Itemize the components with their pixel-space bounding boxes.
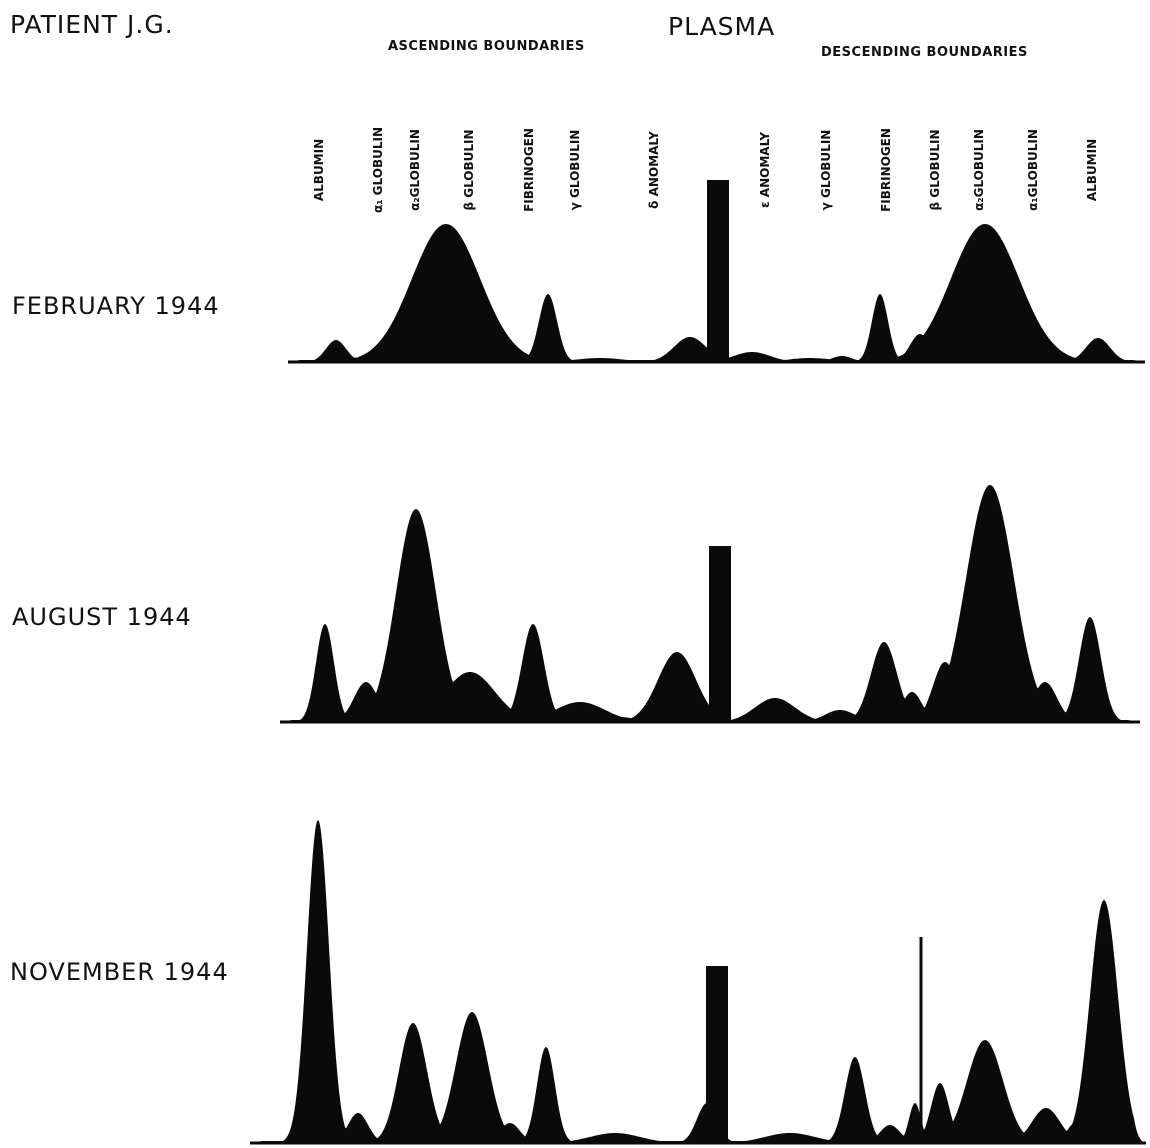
- spike-mark: [919, 937, 923, 1143]
- starting-mark-bar: [707, 180, 729, 362]
- chart-title: PLASMA: [668, 12, 776, 41]
- series-label-november-1944: NOVEMBER 1944: [10, 958, 229, 986]
- patient-label: PATIENT J.G.: [10, 10, 174, 39]
- starting-mark-bar: [709, 546, 731, 722]
- pattern-1: [288, 180, 1145, 364]
- series-label-august-1944: AUGUST 1944: [12, 603, 192, 631]
- trace-area-2: [280, 485, 1140, 722]
- descending-boundaries-label: DESCENDING BOUNDARIES: [821, 45, 1028, 60]
- pattern-3: [250, 820, 1146, 1145]
- pattern-2: [280, 485, 1140, 724]
- trace-area-1: [288, 224, 1145, 362]
- starting-mark-bar: [706, 966, 728, 1143]
- trace-area-3: [250, 820, 1146, 1143]
- ascending-boundaries-label: ASCENDING BOUNDARIES: [388, 39, 585, 54]
- series-label-february-1944: FEBRUARY 1944: [12, 292, 220, 320]
